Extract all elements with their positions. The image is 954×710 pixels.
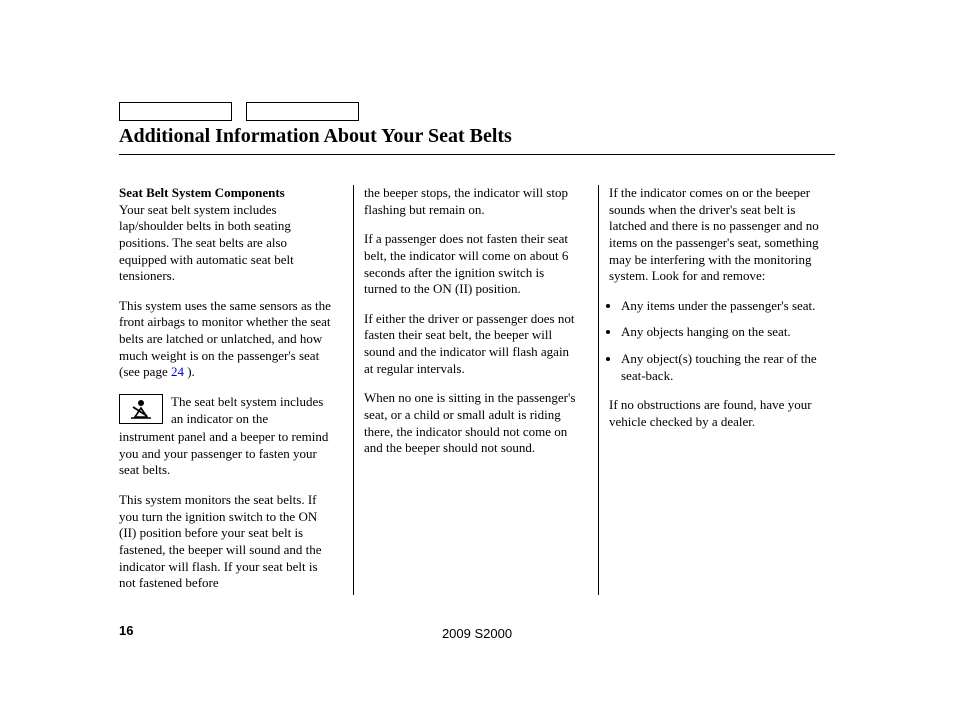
col1-block1: Seat Belt System Components Your seat be… bbox=[119, 185, 331, 285]
col1-p2b: ). bbox=[184, 364, 195, 379]
col2-p3: If either the driver or passenger does n… bbox=[364, 311, 576, 378]
column-separator-1 bbox=[353, 185, 354, 595]
removal-checklist: Any items under the passenger's seat. An… bbox=[609, 298, 821, 385]
nav-box-1 bbox=[119, 102, 232, 121]
col1-p1: Your seat belt system includes lap/shoul… bbox=[119, 202, 294, 284]
column-1: Seat Belt System Components Your seat be… bbox=[119, 185, 343, 595]
top-nav-boxes bbox=[119, 102, 359, 121]
column-3: If the indicator comes on or the beeper … bbox=[609, 185, 833, 595]
bullet-3: Any object(s) touching the rear of the s… bbox=[621, 351, 821, 384]
col1-p4: This system monitors the seat belts. If … bbox=[119, 492, 331, 592]
subheading: Seat Belt System Components bbox=[119, 185, 285, 200]
column-2: the beeper stops, the indicator will sto… bbox=[364, 185, 588, 595]
bullet-1: Any items under the passenger's seat. bbox=[621, 298, 821, 315]
col1-p3-cont: instrument panel and a beeper to remind … bbox=[119, 429, 331, 479]
col2-p1: the beeper stops, the indicator will sto… bbox=[364, 185, 576, 218]
icon-paragraph: The seat belt system includes an indicat… bbox=[119, 394, 331, 479]
page-link-24[interactable]: 24 bbox=[171, 364, 184, 379]
content-columns: Seat Belt System Components Your seat be… bbox=[119, 185, 835, 595]
title-rule bbox=[119, 154, 835, 155]
column-separator-2 bbox=[598, 185, 599, 595]
bullet-2: Any objects hanging on the seat. bbox=[621, 324, 821, 341]
col1-p2: This system uses the same sensors as the… bbox=[119, 298, 331, 381]
nav-box-2 bbox=[246, 102, 359, 121]
page-title: Additional Information About Your Seat B… bbox=[119, 125, 835, 154]
col3-p1: If the indicator comes on or the beeper … bbox=[609, 185, 821, 285]
col2-p2: If a passenger does not fasten their sea… bbox=[364, 231, 576, 298]
col2-p4: When no one is sitting in the passenger'… bbox=[364, 390, 576, 457]
icon-inline-text: The seat belt system includes an indicat… bbox=[171, 394, 331, 427]
seatbelt-indicator-icon bbox=[119, 394, 163, 424]
title-block: Additional Information About Your Seat B… bbox=[119, 125, 835, 155]
manual-page: Additional Information About Your Seat B… bbox=[0, 0, 954, 710]
col3-p2: If no obstructions are found, have your … bbox=[609, 397, 821, 430]
col1-p2a: This system uses the same sensors as the… bbox=[119, 298, 331, 380]
footer-model: 2009 S2000 bbox=[0, 626, 954, 641]
